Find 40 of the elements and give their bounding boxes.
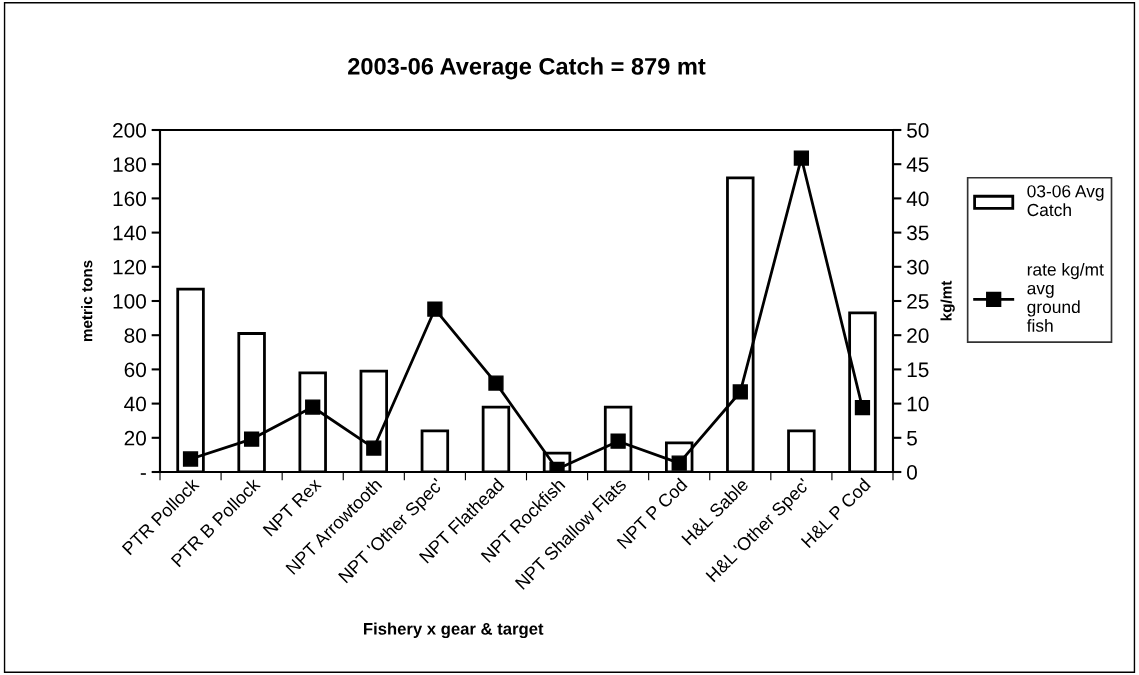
y-tick-label: 100 [113,294,146,309]
point [305,399,321,415]
y2-tick-label: 25 [907,294,929,309]
point [732,384,748,400]
legend-label: 03-06 Avg Catch [1027,185,1104,217]
y2-tick-label: 20 [907,328,929,343]
point [182,451,199,467]
y-tick-label: - [140,473,146,475]
y-tick-label: 20 [124,430,146,446]
chart-title: 2003-06 Average Catch = 879 mt [348,57,706,80]
point [854,400,871,416]
y2-tick-label: 50 [907,123,929,138]
y-tick-label: 200 [113,123,146,138]
y2-tick-label: 45 [906,157,929,172]
legend-label: rate kg/mt avg ground fish [1026,262,1104,332]
y2-axis-title: kg/mt [940,280,955,321]
y-tick-label: 120 [113,259,146,275]
y-tick-label: 80 [124,328,146,343]
y-axis-title: metric tons [81,260,93,342]
point [427,301,443,317]
y2-tick-label: 5 [907,431,917,446]
y2-tick-label: 40 [906,191,929,207]
x-axis-title: Fishery x gear & target [364,622,544,639]
bar [787,429,816,472]
point [488,375,504,391]
y2-tick-label: 10 [907,396,929,412]
y-tick-label: 40 [124,396,146,412]
point [793,150,810,166]
y2-tick-label: 35 [906,225,929,241]
y-tick-label: 160 [113,191,146,207]
y2-tick-label: 30 [906,259,929,275]
y-tick-label: 60 [124,362,146,378]
y2-tick-label: 15 [907,362,929,378]
y-tick-label: 180 [113,157,146,172]
y-tick-label: 140 [113,225,146,241]
point [366,440,382,456]
y2-tick-label: 0 [907,465,917,480]
bar [420,429,450,472]
point [610,433,626,449]
point [243,431,260,447]
